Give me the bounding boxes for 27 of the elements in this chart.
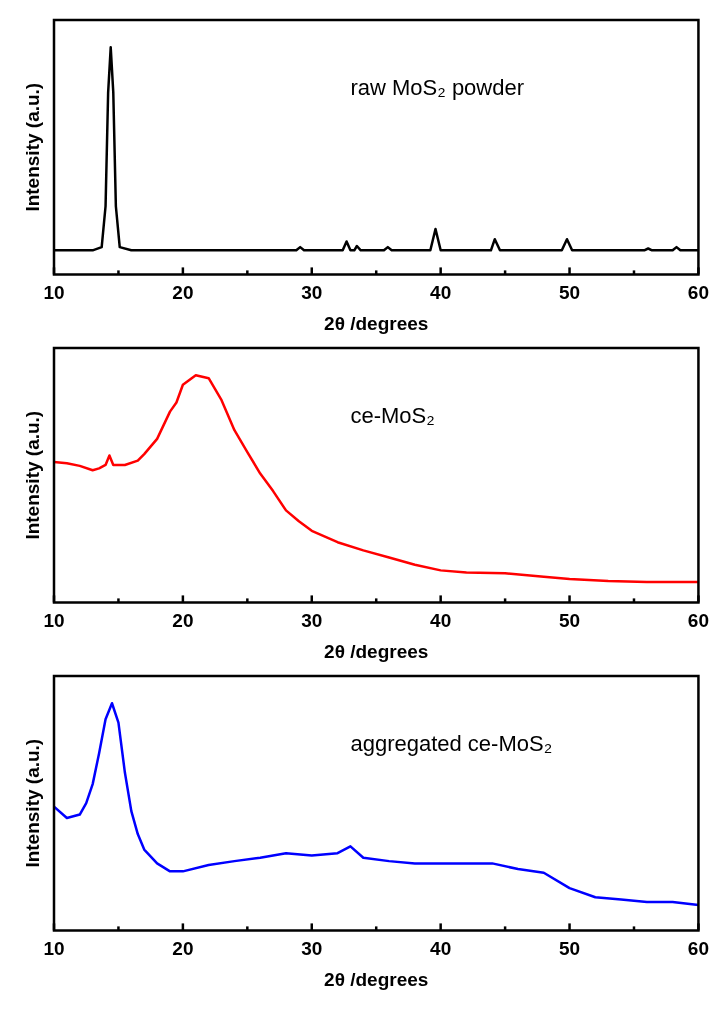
y-axis-title: Intensity (a.u.) xyxy=(22,738,44,868)
annotation: raw MoS₂ powder xyxy=(350,74,525,100)
x-axis-title: 2θ /degrees xyxy=(324,968,429,990)
x-tick-label: 40 xyxy=(430,610,452,632)
x-tick-label: 20 xyxy=(172,610,194,632)
x-tick-label: 30 xyxy=(301,610,323,632)
y-axis-title: Intensity (a.u.) xyxy=(22,82,44,212)
x-tick-label: 60 xyxy=(687,610,709,632)
x-tick-label: 20 xyxy=(172,282,194,304)
x-axis-title: 2θ /degrees xyxy=(324,312,429,334)
x-tick-label: 50 xyxy=(558,282,581,304)
y-axis-title: Intensity (a.u.) xyxy=(22,410,44,540)
annotation: aggregated ce-MoS₂ xyxy=(350,730,553,756)
x-tick-label: 60 xyxy=(687,282,709,304)
x-axis-title: 2θ /degrees xyxy=(324,640,429,662)
x-tick-label: 40 xyxy=(430,938,452,960)
x-tick-label: 50 xyxy=(558,610,581,632)
x-tick-label: 40 xyxy=(430,282,452,304)
x-tick-label: 60 xyxy=(687,938,709,960)
x-tick-label: 10 xyxy=(43,938,65,960)
x-tick-label: 50 xyxy=(558,938,581,960)
x-tick-label: 30 xyxy=(301,282,323,304)
annotation: ce-MoS₂ xyxy=(350,402,435,428)
x-tick-label: 30 xyxy=(301,938,323,960)
x-tick-label: 20 xyxy=(172,938,194,960)
x-tick-label: 10 xyxy=(43,282,65,304)
x-tick-label: 10 xyxy=(43,610,65,632)
